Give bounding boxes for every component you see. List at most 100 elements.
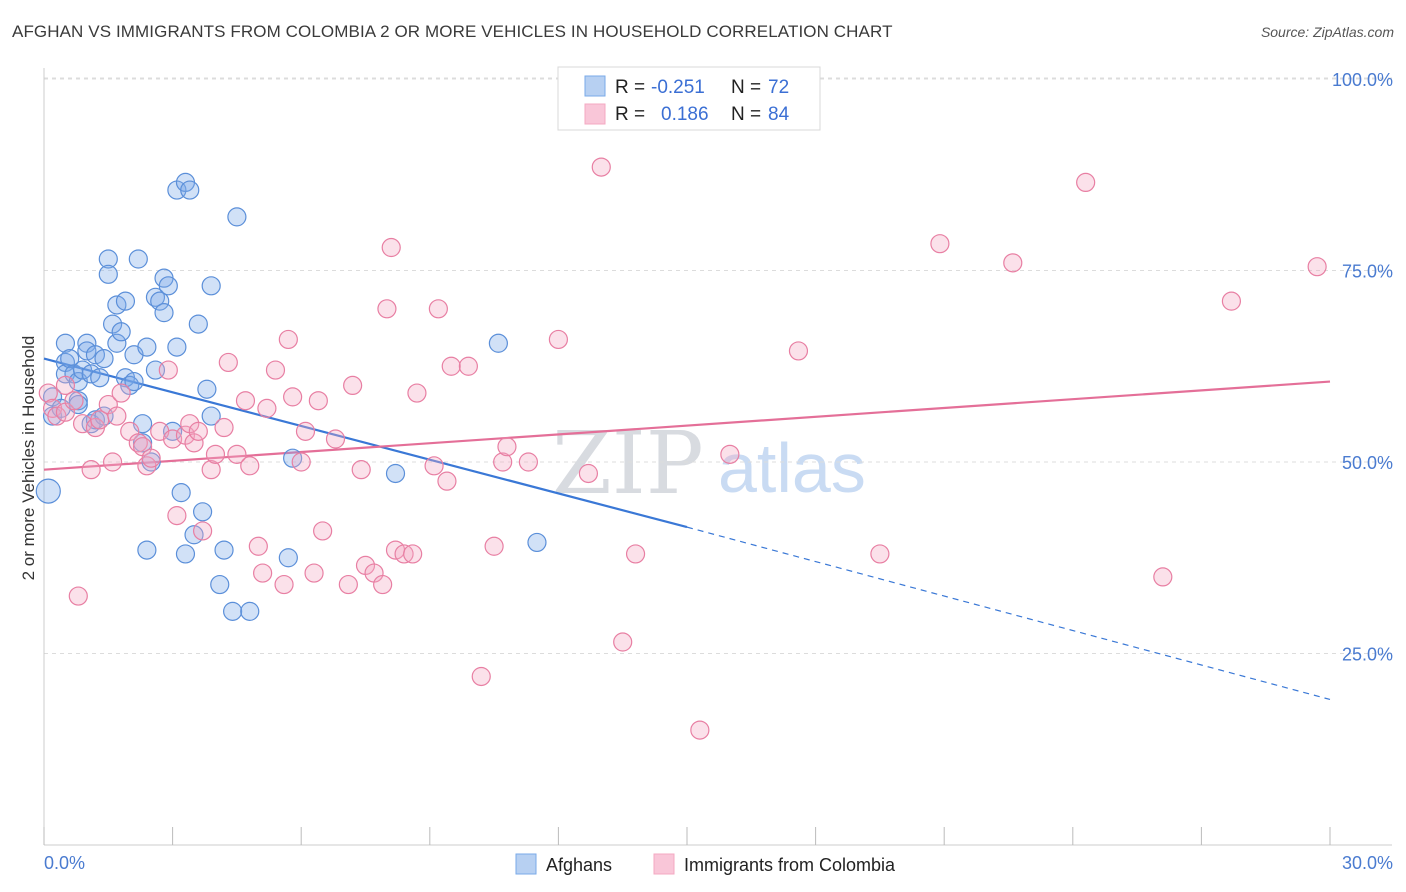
colombia-point (184, 433, 204, 453)
colombia-point (338, 574, 358, 595)
afghans-point (175, 544, 196, 564)
bottom-legend-swatch-colombia (653, 853, 675, 875)
colombia-point (1003, 253, 1023, 273)
afghans-point (527, 532, 547, 553)
legend-swatch-afghans (584, 75, 606, 97)
legend-r-label-1: R = (615, 77, 645, 98)
afghans-point (278, 548, 298, 568)
colombia-point (471, 666, 491, 687)
colombia-point (403, 544, 423, 564)
colombia-point (325, 429, 346, 449)
colombia-point (295, 421, 316, 441)
colombia-point (1076, 172, 1096, 193)
colombia-point (788, 341, 809, 361)
colombia-point (625, 544, 646, 564)
legend-r-value-2: 0.186 (661, 104, 709, 125)
afghans-point (227, 207, 247, 227)
afghans-trend-extension (686, 526, 1331, 701)
colombia-point (81, 460, 101, 480)
legend-swatch-colombia (584, 103, 606, 125)
afghans-point (94, 348, 114, 369)
colombia-point (248, 536, 268, 556)
colombia-point (484, 536, 504, 556)
colombia-point (343, 375, 363, 395)
afghans-point (55, 333, 76, 353)
colombia-point (274, 574, 294, 595)
afghans-point (137, 337, 157, 357)
bottom-legend-swatch-afghans (515, 853, 537, 875)
colombia-point (690, 720, 710, 740)
afghans-point (158, 276, 178, 296)
colombia-point (591, 157, 611, 177)
colombia-point (437, 471, 457, 491)
x-tick-max: 30.0% (1342, 853, 1393, 873)
colombia-point (265, 360, 286, 380)
y-tick-label: 75.0% (1342, 262, 1393, 282)
colombia-point (407, 383, 427, 403)
y-tick-label: 100.0% (1332, 70, 1393, 90)
colombia-point (720, 444, 740, 464)
colombia-point (493, 452, 513, 472)
afghans-point (128, 249, 148, 269)
colombia-point (102, 452, 123, 472)
colombia-point (240, 456, 260, 476)
colombia-point (351, 460, 371, 480)
colombia-point (235, 391, 256, 411)
afghans-point (385, 463, 406, 484)
source-credit: Source: ZipAtlas.com (1260, 24, 1394, 40)
colombia-point (613, 632, 633, 652)
colombia-point (291, 452, 311, 472)
colombia-point (55, 375, 76, 395)
colombia-point (163, 429, 183, 449)
trend-lines (43, 357, 1331, 701)
afghans-point (98, 249, 118, 269)
colombia-point (283, 387, 303, 407)
colombia-point (38, 383, 58, 403)
afghans-point (167, 337, 187, 357)
legend-n-label-1: N = (731, 77, 761, 98)
colombia-point (68, 586, 88, 606)
afghans-point (111, 322, 131, 342)
series-legend: Afghans Immigrants from Colombia (515, 853, 896, 875)
colombia-point (107, 406, 127, 426)
colombia-point (870, 544, 890, 564)
y-tick-label: 50.0% (1342, 453, 1393, 473)
colombia-point (193, 521, 213, 541)
colombia-point (141, 448, 161, 468)
legend-n-value-1: 72 (768, 77, 789, 98)
afghans-point (201, 406, 221, 426)
afghans-point (223, 601, 243, 621)
colombia-point (373, 574, 393, 595)
colombia-point (518, 452, 538, 472)
legend-n-value-2: 84 (768, 104, 790, 125)
legend-r-label-2: R = (615, 104, 645, 125)
bottom-legend-afghans: Afghans (546, 855, 612, 875)
y-tick-label: 25.0% (1342, 645, 1393, 665)
colombia-point (578, 463, 599, 484)
afghans-point (171, 483, 191, 503)
afghans-point (98, 264, 118, 284)
colombia-point (497, 437, 517, 457)
colombia-point (381, 237, 401, 258)
afghans-point (90, 368, 110, 388)
colombia-point (253, 563, 273, 583)
afghans-trend-line (43, 357, 688, 529)
colombia-point (1153, 567, 1173, 587)
colombia-point (313, 521, 333, 541)
afghans-point (154, 303, 174, 323)
colombia-point (424, 456, 444, 476)
colombia-point (441, 356, 461, 376)
colombia-point (214, 417, 234, 438)
legend-r-value-1: -0.251 (651, 77, 705, 98)
stats-legend: R = -0.251 N = 72 R = 0.186 N = 84 (557, 66, 821, 131)
bottom-legend-colombia: Immigrants from Colombia (684, 855, 896, 875)
axes (43, 68, 1392, 846)
colombia-point (308, 391, 328, 411)
afghans-point (240, 601, 260, 621)
colombia-point (1221, 291, 1242, 311)
chart-title: AFGHAN VS IMMIGRANTS FROM COLOMBIA 2 OR … (12, 22, 893, 41)
afghans-point (188, 314, 208, 334)
legend-n-label-2: N = (731, 104, 761, 125)
colombia-point (227, 444, 247, 464)
